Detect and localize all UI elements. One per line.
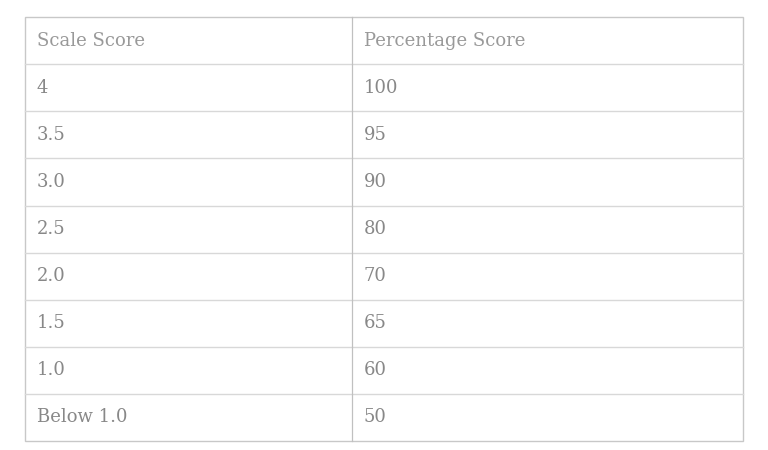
Text: Percentage Score: Percentage Score [364, 32, 525, 50]
Text: Below 1.0: Below 1.0 [37, 409, 127, 427]
Text: 95: 95 [364, 126, 387, 144]
Text: 100: 100 [364, 79, 399, 97]
Text: 70: 70 [364, 267, 387, 285]
Text: 60: 60 [364, 361, 387, 379]
Text: 65: 65 [364, 314, 387, 332]
Text: 90: 90 [364, 173, 387, 191]
Text: 1.0: 1.0 [37, 361, 66, 379]
Text: 1.5: 1.5 [37, 314, 65, 332]
Text: 2.5: 2.5 [37, 220, 65, 238]
Text: 3.0: 3.0 [37, 173, 66, 191]
Text: 50: 50 [364, 409, 387, 427]
Text: 2.0: 2.0 [37, 267, 65, 285]
FancyBboxPatch shape [25, 17, 743, 441]
Text: 80: 80 [364, 220, 387, 238]
Text: 3.5: 3.5 [37, 126, 65, 144]
Text: Scale Score: Scale Score [37, 32, 145, 50]
Text: 4: 4 [37, 79, 48, 97]
